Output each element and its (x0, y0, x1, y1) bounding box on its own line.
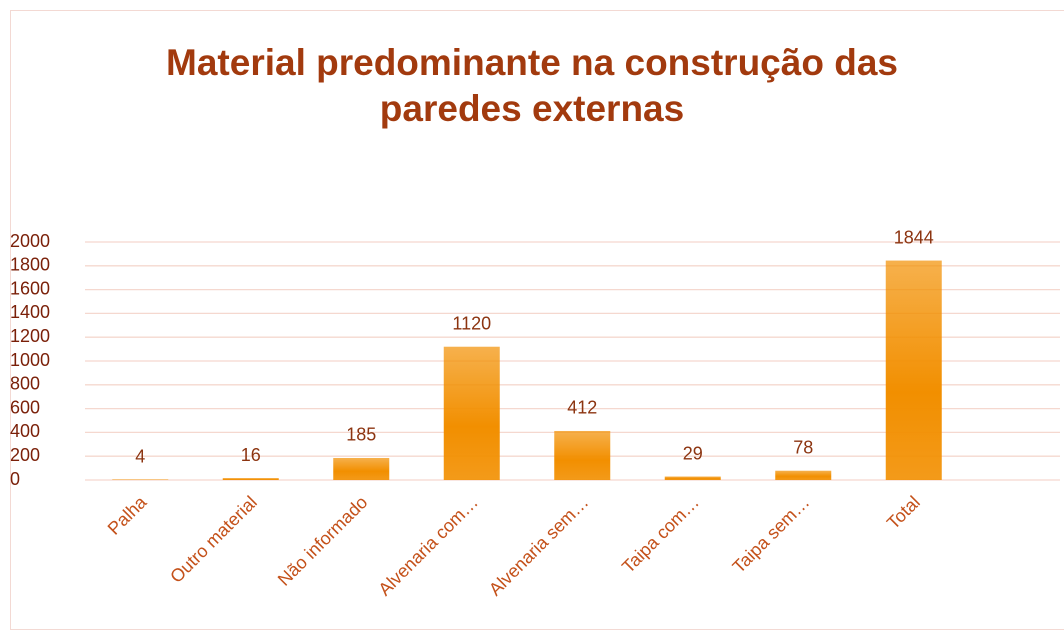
x-tick-label: Palha (104, 491, 151, 538)
bar (444, 347, 500, 480)
y-tick-label: 800 (10, 374, 40, 394)
y-tick-label: 1400 (10, 302, 50, 322)
data-label: 185 (346, 425, 376, 445)
bar (775, 471, 831, 480)
x-tick-label: Alvenaria com… (374, 492, 482, 600)
data-label: 78 (793, 437, 813, 457)
y-tick-label: 200 (10, 445, 40, 465)
data-label: 4 (135, 446, 145, 466)
bar (554, 431, 610, 480)
y-tick-label: 2000 (10, 231, 50, 251)
y-tick-label: 0 (10, 469, 20, 489)
x-tick-label: Taipa sem… (729, 492, 814, 577)
x-tick-label: Alvenaria sem… (485, 492, 593, 600)
data-label: 16 (241, 445, 261, 465)
bar (223, 478, 279, 480)
data-label: 412 (567, 398, 597, 418)
y-tick-label: 600 (10, 397, 40, 417)
x-tick-label: Não informado (274, 492, 372, 590)
x-tick-label: Taipa com… (618, 492, 703, 577)
y-tick-label: 1800 (10, 255, 50, 275)
bar (665, 477, 721, 480)
y-tick-label: 1200 (10, 326, 50, 346)
y-tick-label: 1600 (10, 278, 50, 298)
data-label: 1120 (452, 313, 491, 333)
chart-title: Material predominante na construção das … (102, 40, 962, 132)
bar (886, 261, 942, 480)
y-tick-label: 400 (10, 421, 40, 441)
data-label: 1844 (894, 227, 934, 247)
bar (333, 458, 389, 480)
x-tick-label: Outro material (166, 492, 261, 587)
data-label: 29 (683, 443, 703, 463)
x-tick-label: Total (883, 492, 924, 533)
y-tick-label: 1000 (10, 350, 50, 370)
